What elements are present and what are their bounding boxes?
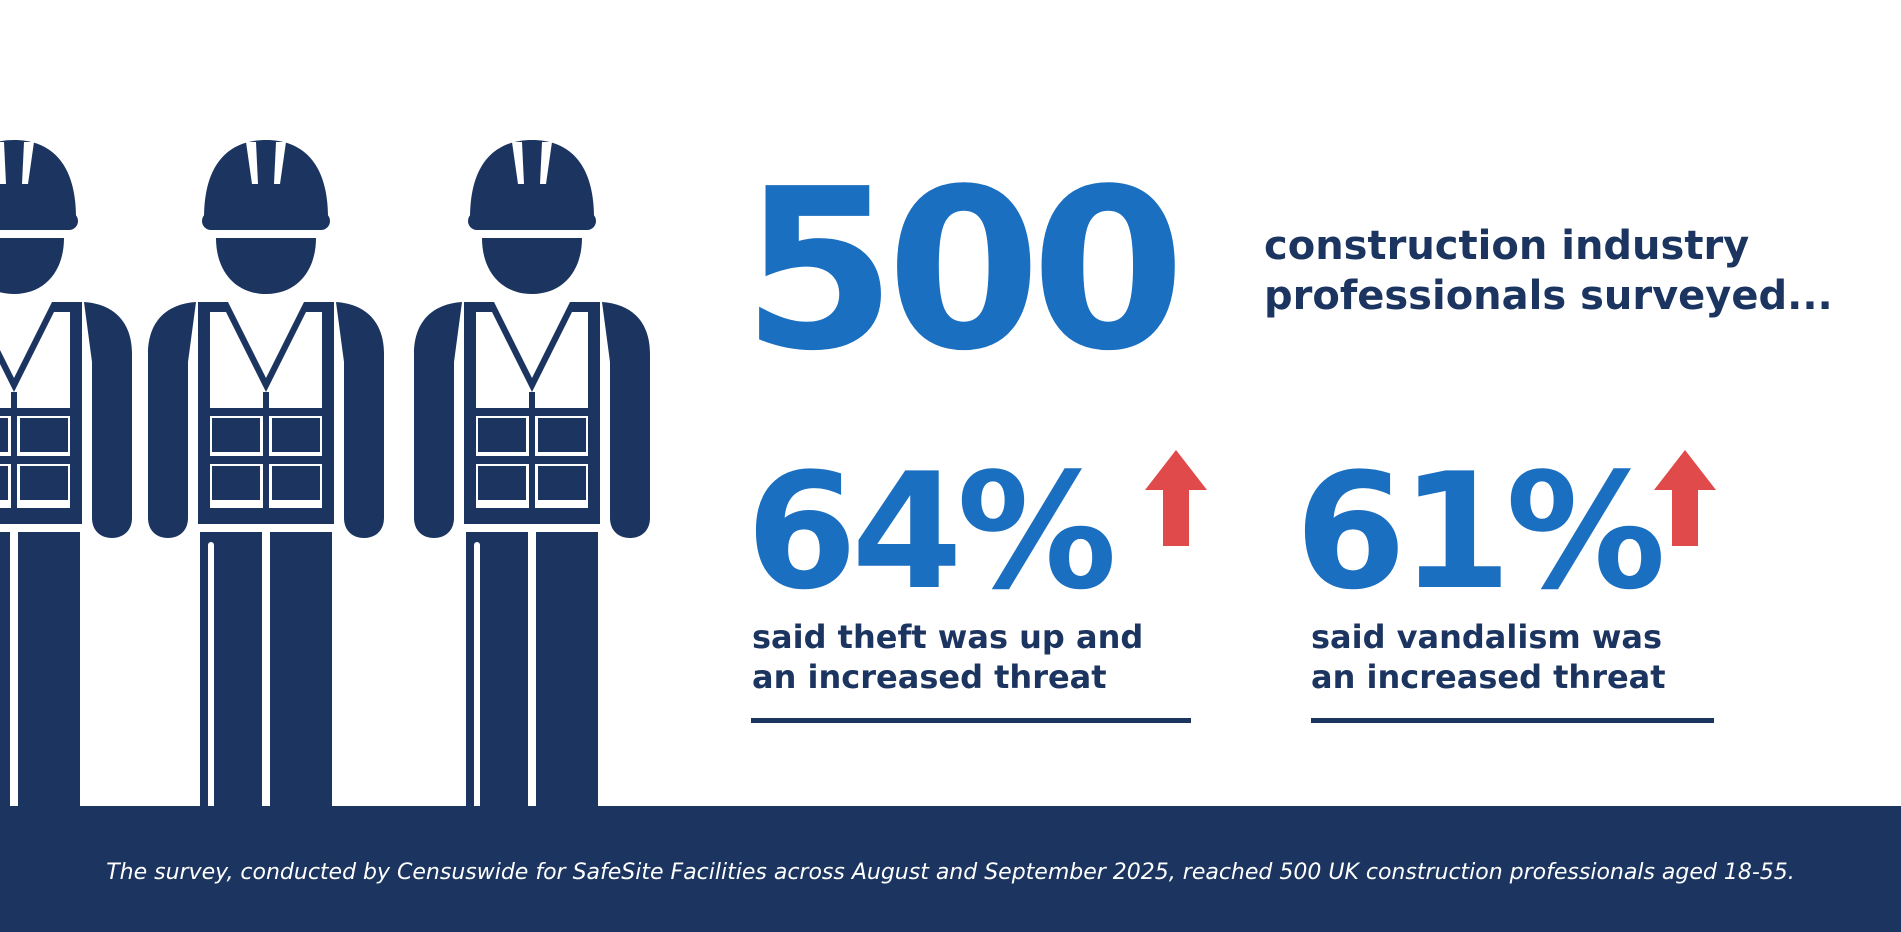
theft-description-line-1: said theft was up and xyxy=(752,618,1144,656)
construction-worker-icon xyxy=(0,140,132,810)
vandalism-percentage: 61% xyxy=(1295,438,1666,625)
surveyed-count: 500 xyxy=(742,142,1185,400)
construction-worker-icon xyxy=(414,140,650,810)
vandalism-description-line-2: an increased threat xyxy=(1311,657,1666,696)
footer-bar xyxy=(0,806,1901,932)
arrow-up-icon xyxy=(1145,450,1207,546)
vandalism-description-line-1: said vandalism was xyxy=(1311,618,1663,656)
theft-description-line-2: an increased threat xyxy=(752,657,1107,696)
theft-description: said theft was up and an increased threa… xyxy=(752,618,1172,697)
theft-percentage: 64% xyxy=(746,438,1117,625)
survey-headline: construction industry professionals surv… xyxy=(1264,222,1864,321)
survey-footnote: The survey, conducted by Censuswide for … xyxy=(106,860,1795,885)
arrow-up-icon xyxy=(1654,450,1716,546)
headline-line-2: professionals surveyed... xyxy=(1264,272,1833,319)
divider-line xyxy=(1311,718,1714,723)
headline-line-1: construction industry xyxy=(1264,223,1750,269)
construction-worker-icon xyxy=(148,140,384,810)
divider-line xyxy=(751,718,1191,723)
vandalism-description: said vandalism was an increased threat xyxy=(1311,618,1731,697)
construction-workers-illustration xyxy=(0,140,650,810)
